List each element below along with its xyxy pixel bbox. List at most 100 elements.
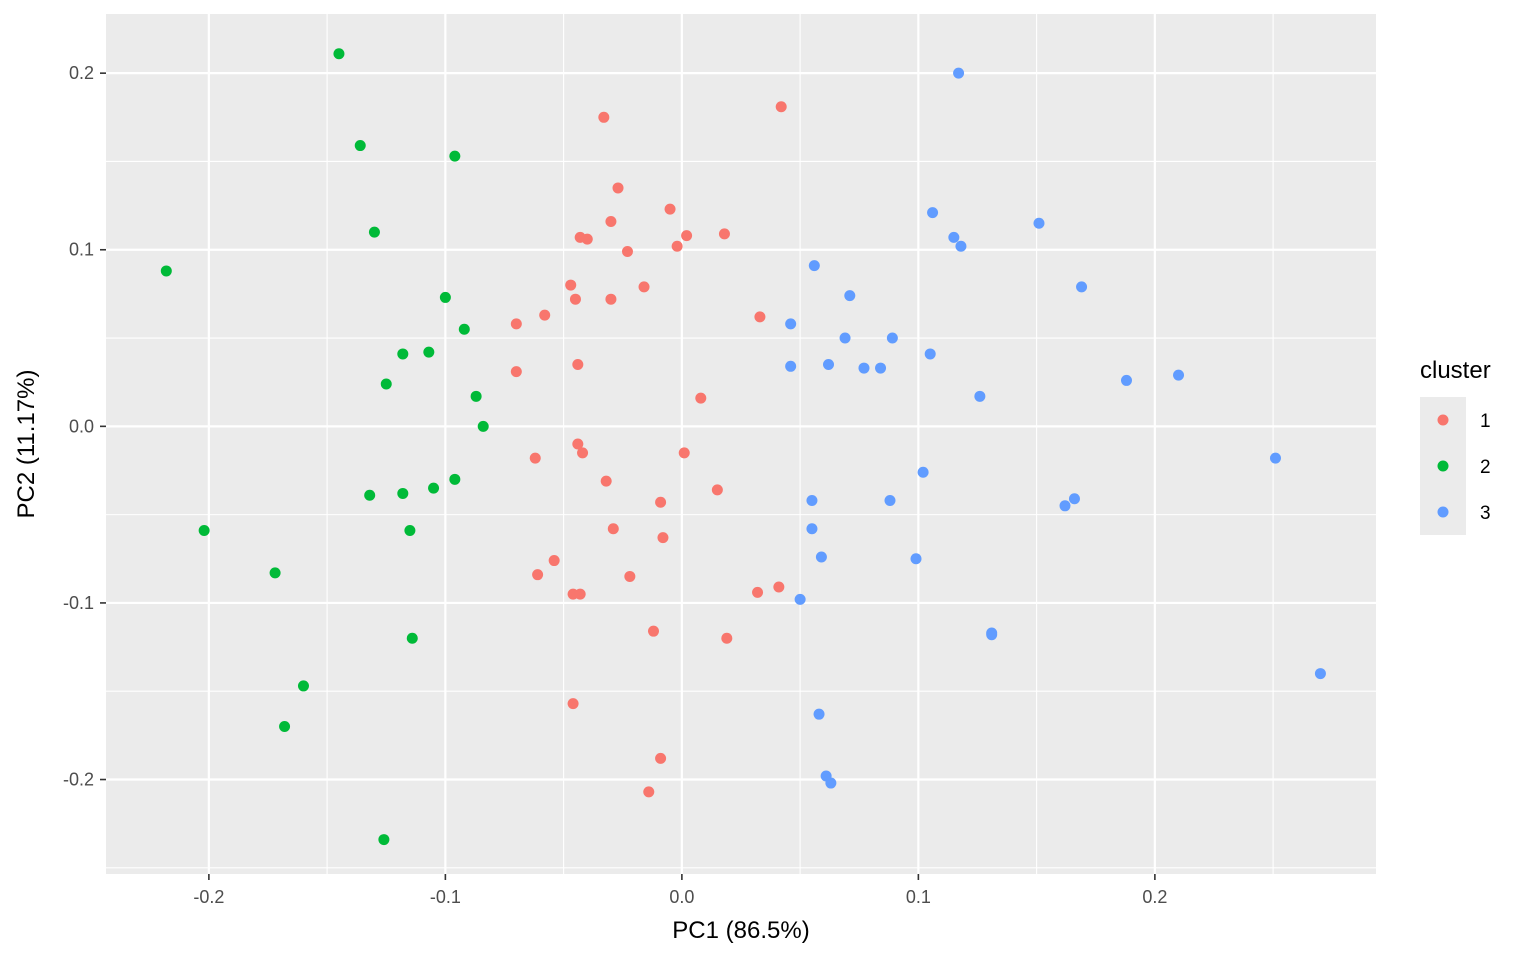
cluster-2-point <box>477 420 489 432</box>
cluster-3-point <box>1033 217 1045 229</box>
cluster-1-point <box>681 230 693 242</box>
cluster-1-point <box>621 246 633 258</box>
minor-gridlines <box>106 14 1376 874</box>
cluster-1-point <box>567 698 579 710</box>
legend: cluster 1 2 3 <box>1420 357 1491 535</box>
y-axis-ticks: -0.2 -0.1 0.0 0.1 0.2 <box>63 63 106 790</box>
panel-background <box>106 14 1376 874</box>
legend-key-2 <box>1437 460 1449 472</box>
cluster-1-point <box>574 588 586 600</box>
cluster-1-point <box>612 182 624 194</box>
x-axis-ticks: -0.2 -0.1 0.0 0.1 0.2 <box>193 874 1167 907</box>
cluster-1-point <box>510 366 522 378</box>
cluster-1-point <box>532 569 544 581</box>
cluster-3-point <box>910 553 922 565</box>
cluster-3-point <box>948 231 960 243</box>
cluster-1-point <box>638 281 650 293</box>
cluster-2-point <box>449 473 461 485</box>
cluster-1-point <box>607 523 619 535</box>
cluster-1-point <box>565 279 577 291</box>
cluster-2-point <box>423 346 435 358</box>
cluster-2-point <box>439 291 451 303</box>
cluster-2-point <box>297 680 309 692</box>
cluster-3-point <box>825 777 837 789</box>
cluster-3-point <box>823 359 835 371</box>
cluster-3-point <box>785 318 797 330</box>
major-gridlines <box>106 14 1376 874</box>
x-tick-label: 0.1 <box>906 887 931 907</box>
cluster-2-point <box>333 48 345 60</box>
cluster-3-point <box>955 240 967 252</box>
cluster-1-point <box>572 438 584 450</box>
cluster-2-point <box>380 378 392 390</box>
cluster-3-point <box>924 348 936 360</box>
cluster-1-point <box>605 215 617 227</box>
cluster-1-point <box>773 581 785 593</box>
cluster-2-point <box>378 834 390 846</box>
cluster-2-point <box>279 721 291 733</box>
cluster-2-point <box>354 140 366 152</box>
cluster-1-point <box>754 311 766 323</box>
cluster-3-point <box>917 466 929 478</box>
cluster-1-point <box>678 447 690 459</box>
y-tick-label: 0.1 <box>69 240 94 260</box>
y-tick-label: 0.2 <box>69 63 94 83</box>
cluster-3-point <box>1269 452 1281 464</box>
cluster-1-point <box>605 293 617 305</box>
cluster-2-point <box>364 489 376 501</box>
cluster-3-point <box>806 495 818 507</box>
cluster-2-point <box>406 632 418 644</box>
y-axis-title: PC2 (11.17%) <box>13 370 40 519</box>
cluster-1-point <box>569 293 581 305</box>
cluster-1-point <box>643 786 655 798</box>
cluster-1-point <box>600 475 612 487</box>
cluster-3-point <box>886 332 898 344</box>
cluster-2-point <box>198 525 210 537</box>
cluster-1-point <box>577 447 589 459</box>
x-tick-label: -0.1 <box>430 887 461 907</box>
cluster-3-point <box>1120 374 1132 386</box>
legend-key-1 <box>1437 414 1449 426</box>
cluster-2-point <box>160 265 172 277</box>
cluster-3-point <box>839 332 851 344</box>
y-tick-label: 0.0 <box>69 416 94 436</box>
cluster-3-point <box>794 593 806 605</box>
legend-label-3: 3 <box>1480 503 1491 524</box>
cluster-1-point <box>695 392 707 404</box>
cluster-1-point <box>581 233 593 245</box>
x-axis-title: PC1 (86.5%) <box>672 917 809 944</box>
cluster-3-point <box>1068 493 1080 505</box>
cluster-1-point <box>664 203 676 215</box>
cluster-3-point <box>813 708 825 720</box>
cluster-1-point <box>572 359 584 371</box>
cluster-3-point <box>974 390 986 402</box>
cluster-1-point <box>655 496 667 508</box>
cluster-1-point <box>529 452 541 464</box>
cluster-2-point <box>458 323 470 335</box>
cluster-2-point <box>428 482 440 494</box>
cluster-1-point <box>548 555 560 567</box>
cluster-3-point <box>927 207 939 219</box>
cluster-2-point <box>404 525 416 537</box>
cluster-3-point <box>1173 369 1185 381</box>
cluster-1-point <box>657 532 669 544</box>
cluster-3-point <box>785 360 797 372</box>
cluster-2-point <box>368 226 380 238</box>
cluster-1-point <box>711 484 723 496</box>
cluster-1-point <box>671 240 683 252</box>
cluster-3-point <box>986 629 998 641</box>
cluster-3-point <box>1059 500 1071 512</box>
x-tick-label: 0.2 <box>1142 887 1167 907</box>
cluster-1-point <box>647 625 659 637</box>
cluster-2-point <box>449 150 461 162</box>
cluster-2-point <box>470 390 482 402</box>
legend-label-2: 2 <box>1480 457 1491 478</box>
y-tick-label: -0.1 <box>63 593 94 613</box>
cluster-3-point <box>953 67 965 79</box>
cluster-3-point <box>844 290 856 302</box>
cluster-3-point <box>806 523 818 535</box>
cluster-1-point <box>718 228 730 240</box>
cluster-3-point <box>884 495 896 507</box>
data-points <box>160 48 1326 846</box>
